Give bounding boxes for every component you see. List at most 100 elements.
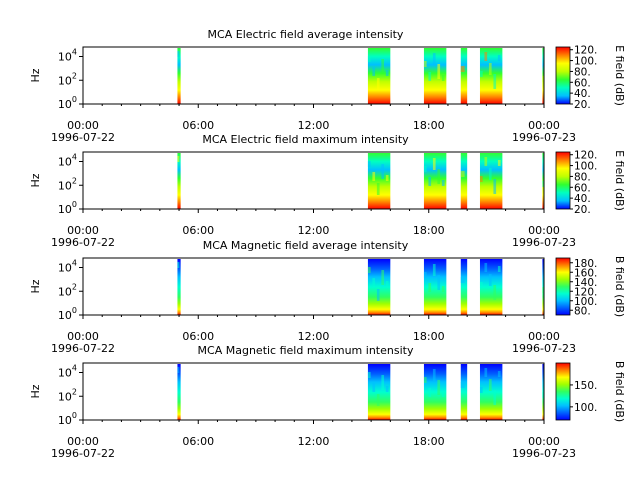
colorbar-label: B field (dB): [613, 256, 626, 317]
colorbar-tick-label: 20.: [574, 99, 591, 111]
data-segment: [423, 259, 447, 315]
colorbar-tick-label: 140.: [574, 277, 597, 289]
panel-title: MCA Electric field maximum intensity: [202, 133, 409, 146]
colorbar-tick-label: 100.: [574, 56, 597, 68]
colorbar-tick-label: 120.: [574, 45, 597, 57]
colorbar: 120.100.80.60.40.20. E field (dB): [555, 150, 626, 216]
y-tick-label: 100: [58, 200, 77, 216]
y-tick-label: 102: [58, 176, 77, 192]
colorbar-label: E field (dB): [613, 150, 626, 211]
x-tick-time: 00:00: [67, 224, 99, 237]
data-segment: [367, 48, 391, 104]
x-tick-time: 00:00: [528, 330, 560, 343]
colorbar-tick-label: 40.: [574, 88, 591, 100]
x-tick-time: 00:00: [528, 435, 560, 448]
colorbar-label: B field (dB): [613, 361, 626, 422]
plot-frame: [82, 151, 545, 210]
panel-3: MCA Magnetic field average intensity Hz 10…: [29, 239, 626, 355]
y-tick-label: 100: [58, 306, 77, 322]
data-segment: [460, 364, 468, 420]
data-segment: [177, 259, 181, 315]
colorbar: 120.100.80.60.40.20. E field (dB): [555, 45, 626, 111]
y-tick-label: 100: [58, 95, 77, 111]
x-tick-time: 12:00: [298, 119, 330, 132]
y-tick-label: 102: [58, 387, 77, 403]
colorbar-tick-label: 100.: [574, 402, 597, 414]
x-tick-time: 12:00: [298, 224, 330, 237]
colorbar-tick-label: 100.: [574, 161, 597, 173]
data-segment: [479, 259, 503, 315]
x-tick-time: 12:00: [298, 330, 330, 343]
panel-title: MCA Magnetic field maximum intensity: [198, 344, 414, 357]
plot-frame: [82, 362, 545, 421]
panel-2: MCA Electric field maximum intensity Hz 10…: [29, 133, 626, 249]
x-tick-date: 1996-07-22: [51, 342, 115, 355]
x-tick-date: 1996-07-23: [512, 447, 576, 460]
panel-title: MCA Electric field average intensity: [208, 28, 404, 41]
data-segment: [479, 48, 503, 104]
x-tick-time: 06:00: [182, 224, 214, 237]
x-tick-time: 06:00: [182, 330, 214, 343]
colorbar-tick-label: 40.: [574, 193, 591, 205]
x-tick-time: 18:00: [413, 330, 445, 343]
data-segment: [367, 153, 391, 209]
panel-title: MCA Magnetic field average intensity: [203, 239, 409, 252]
x-tick-time: 18:00: [413, 119, 445, 132]
colorbar-tick-label: 160.: [574, 267, 597, 279]
x-tick-date: 1996-07-22: [51, 447, 115, 460]
colorbar-tick-label: 80.: [574, 66, 591, 78]
panel-1: MCA Electric field average intensity Hz 10…: [29, 28, 626, 144]
plot-frame: [82, 46, 545, 105]
data-segment: [542, 259, 545, 315]
y-axis-label: Hz: [29, 279, 42, 293]
colorbar: 150. 100. B field (dB): [555, 361, 626, 422]
plot-frame: [82, 257, 545, 316]
data-segment: [423, 364, 447, 420]
x-tick-time: 06:00: [182, 435, 214, 448]
data-segment: [479, 153, 503, 209]
y-axis-label: Hz: [29, 173, 42, 187]
colorbar-tick-label: 120.: [574, 286, 597, 298]
x-tick-date: 1996-07-23: [512, 131, 576, 144]
data-segment: [479, 364, 503, 420]
y-tick-label: 104: [58, 48, 77, 64]
data-segment: [367, 364, 391, 420]
data-segment: [177, 364, 181, 420]
y-axis-label: Hz: [29, 384, 42, 398]
x-tick-date: 1996-07-23: [512, 342, 576, 355]
y-tick-label: 104: [58, 364, 77, 380]
y-tick-label: 104: [58, 259, 77, 275]
data-segment: [542, 364, 545, 420]
data-segment: [367, 259, 391, 315]
x-tick-time: 00:00: [528, 119, 560, 132]
x-tick-date: 1996-07-22: [51, 236, 115, 249]
data-segment: [542, 153, 545, 209]
colorbar: 180.160.140.120.100.80. B field (dB): [555, 256, 626, 317]
colorbar-tick-label: 20.: [574, 204, 591, 216]
x-tick-time: 06:00: [182, 119, 214, 132]
data-segment: [177, 153, 181, 209]
x-tick-time: 18:00: [413, 435, 445, 448]
colorbar-tick-label: 80.: [574, 305, 591, 317]
panel-4: MCA Magnetic field maximum intensity Hz 10…: [29, 344, 626, 460]
y-tick-label: 104: [58, 153, 77, 169]
x-tick-time: 18:00: [413, 224, 445, 237]
colorbar-tick-label: 60.: [574, 182, 591, 194]
data-segment: [460, 48, 468, 104]
colorbar-tick-label: 100.: [574, 296, 597, 308]
data-segment: [460, 259, 468, 315]
y-tick-label: 100: [58, 411, 77, 427]
x-tick-date: 1996-07-22: [51, 131, 115, 144]
data-segment: [542, 48, 545, 104]
x-tick-time: 12:00: [298, 435, 330, 448]
x-tick-time: 00:00: [67, 119, 99, 132]
data-segment: [177, 48, 181, 104]
colorbar-tick-label: 60.: [574, 77, 591, 89]
data-segment: [423, 48, 447, 104]
x-tick-time: 00:00: [528, 224, 560, 237]
y-axis-label: Hz: [29, 68, 42, 82]
data-segment: [423, 153, 447, 209]
colorbar-label: E field (dB): [613, 45, 626, 106]
colorbar-tick-label: 120.: [574, 150, 597, 162]
